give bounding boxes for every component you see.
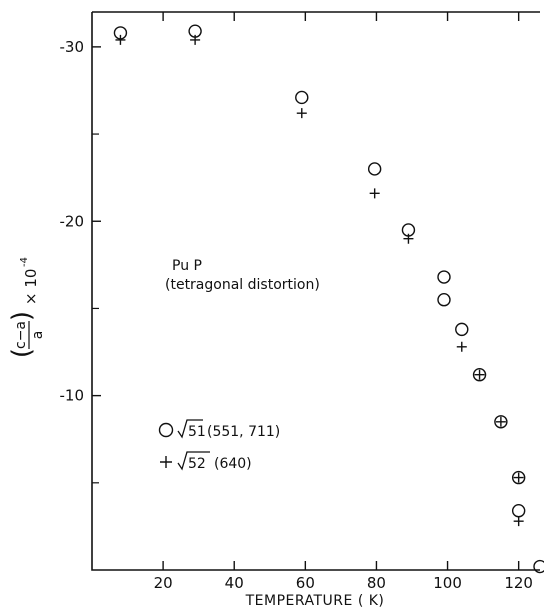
data-point-circle [511,504,526,518]
x-axis-title: TEMPERATURE ( K) [245,593,385,609]
data-point-plus [369,188,380,199]
data-point-circle [437,293,451,307]
data-point-circle [511,470,526,485]
axis-ticks [92,12,520,570]
data-point-plus [456,341,467,352]
plot-frame [91,11,540,571]
y-axis-denominator: a [30,331,46,340]
x-tick-label: 80 [367,574,386,592]
x-tick-label: 40 [225,574,244,592]
data-point-circle [533,559,544,574]
legend-entry-circle: 51 (551, 711) [158,419,280,440]
y-axis-exponent: -4 [19,257,30,267]
data-point-circle [455,322,469,337]
data-point-plus [115,34,126,45]
y-tick-label: -10 [60,387,85,405]
data-point-plus [190,34,201,45]
legend: 51 (551, 711) 52 (640) [158,419,280,472]
data-point-circle [295,90,309,105]
data-point-circle [472,368,487,382]
legend-sqrt-value: 51 [188,424,206,440]
annotation-line1: Pu P [172,258,202,274]
y-tick-label: -30 [60,38,85,56]
y-axis-title: ( c−a a ) × 10 -4 [7,257,46,358]
y-axis-close-paren: ) [7,311,37,321]
annotation: Pu P (tetragonal distortion) [165,258,320,293]
data-point-plus [403,233,414,244]
data-points [113,24,544,574]
data-point-plus [513,472,524,483]
x-tick-label: 120 [504,574,533,592]
axis-line [91,12,540,571]
x-tick-label: 100 [433,574,462,592]
data-point-circle [367,162,382,176]
legend-sqrt-sign [177,451,210,471]
y-tick-labels: -30 -20 -10 [60,38,85,405]
y-axis-multiplier: × 10 [22,269,40,305]
data-point-plus [495,416,506,427]
y-axis-open-paren: ( [7,348,37,358]
legend-entry-plus: 52 (640) [160,451,252,472]
legend-label: (640) [214,456,252,472]
x-tick-label: 60 [296,574,315,592]
data-point-circle [437,270,451,284]
legend-label: (551, 711) [207,424,280,440]
legend-sqrt-sign [177,419,203,439]
annotation-line2: (tetragonal distortion) [165,277,320,293]
data-point-plus [513,516,524,527]
y-axis-numerator: c−a [13,321,29,349]
legend-plus-marker [160,456,172,468]
data-point-plus [474,369,485,380]
y-tick-label: -20 [60,212,85,230]
data-point-plus [296,108,307,119]
legend-circle-marker [158,422,174,438]
x-tick-label: 20 [154,574,173,592]
data-point-circle [494,415,508,429]
legend-sqrt-value: 52 [188,456,206,472]
x-tick-labels: 20 40 60 80 100 120 [154,574,533,592]
